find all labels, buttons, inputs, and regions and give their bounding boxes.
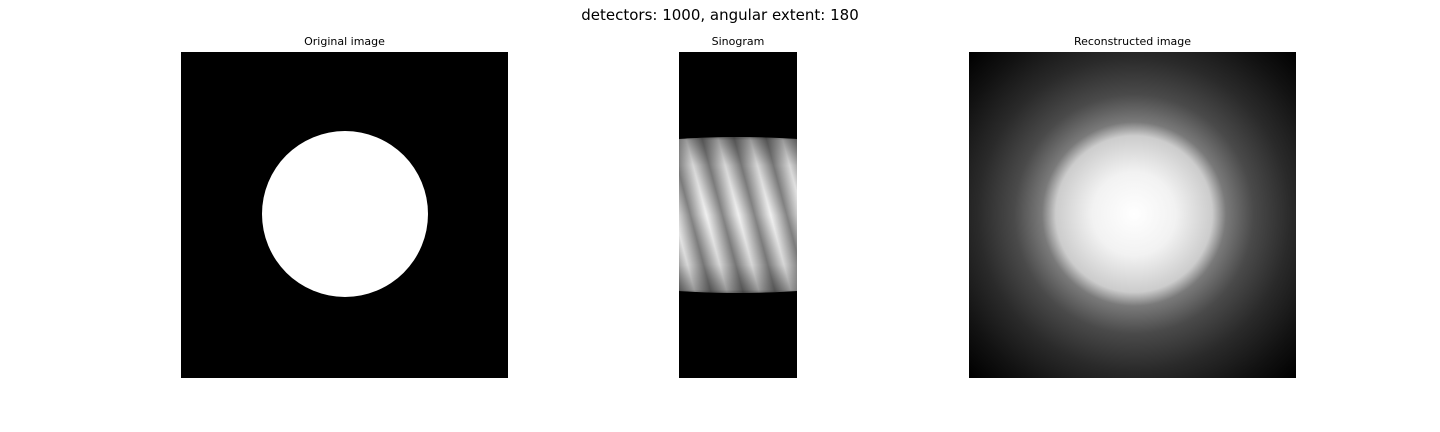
reconstructed-image-canvas — [969, 52, 1296, 378]
original-image-title: Original image — [304, 35, 385, 48]
reconstructed-glow — [969, 52, 1296, 378]
sinogram-band-stripes — [679, 137, 797, 293]
original-image-panel — [181, 52, 508, 378]
reconstructed-image-title: Reconstructed image — [1073, 35, 1192, 48]
sinogram-title: Sinogram — [711, 35, 765, 48]
sinogram-canvas — [679, 52, 797, 378]
reconstructed-image-panel — [969, 52, 1296, 378]
sinogram-panel — [679, 52, 797, 378]
original-disk — [262, 131, 428, 297]
sinogram-band — [679, 137, 797, 293]
original-image-canvas — [181, 52, 508, 378]
figure-title: detectors: 1000, angular extent: 180 — [581, 6, 859, 24]
